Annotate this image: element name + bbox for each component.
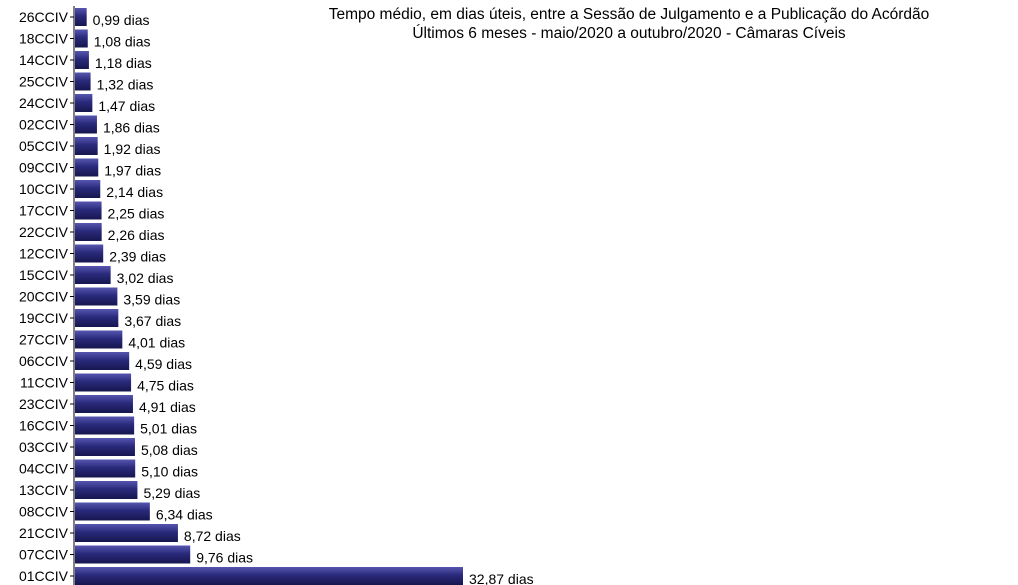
bar [75,330,123,349]
data-label: 0,99 dias [93,12,150,28]
category-label: 20CCIV [19,289,69,305]
data-label: 1,08 dias [94,34,151,50]
bar [75,352,130,370]
category-label: 22CCIV [19,224,69,240]
category-label: 04CCIV [19,461,69,477]
bar [75,180,101,198]
data-label: 5,08 dias [141,442,198,458]
category-label: 07CCIV [19,547,69,563]
category-label: 26CCIV [19,9,69,25]
bar [75,244,104,263]
category-label: 21CCIV [19,525,69,541]
category-label: 03CCIV [19,439,69,455]
data-label: 9,76 dias [196,550,253,566]
bar [75,438,135,456]
category-label: 18CCIV [19,31,69,47]
chart-subtitle: Últimos 6 meses - maio/2020 a outubro/20… [412,25,846,42]
category-label: 01CCIV [19,568,69,584]
category-label: 11CCIV [20,375,69,391]
bar [75,201,102,220]
data-label: 2,25 dias [108,206,165,222]
data-label: 4,01 dias [128,335,185,351]
bar [75,266,111,284]
bar [75,416,135,435]
category-label: 09CCIV [19,160,69,176]
bar [75,72,91,91]
bar [75,115,97,134]
data-label: 3,02 dias [117,270,174,286]
category-label: 06CCIV [19,353,69,369]
category-label: 19CCIV [19,310,69,326]
category-label: 23CCIV [19,396,69,412]
bar [75,51,89,69]
data-label: 6,34 dias [156,507,213,523]
data-label: 5,10 dias [141,464,198,480]
bar [75,373,132,392]
data-label: 1,18 dias [95,55,152,71]
category-label: 14CCIV [19,52,69,68]
data-label: 1,32 dias [97,77,154,93]
bar [75,545,191,564]
bar [75,8,87,26]
data-label: 4,75 dias [137,378,194,394]
bar [75,502,150,521]
category-label: 16CCIV [19,418,69,434]
data-label: 5,01 dias [140,421,197,437]
data-label: 1,97 dias [104,163,161,179]
category-label: 13CCIV [19,482,69,498]
category-label: 12CCIV [19,246,69,262]
data-label: 2,26 dias [108,227,165,243]
category-label: 05CCIV [19,138,69,154]
category-label: 25CCIV [19,74,69,90]
category-label: 24CCIV [19,95,69,111]
data-label: 5,29 dias [143,485,200,501]
data-label: 2,14 dias [106,184,163,200]
bar [75,309,119,327]
category-label: 10CCIV [19,181,69,197]
bar [75,524,178,542]
category-label: 17CCIV [19,203,69,219]
category-label: 27CCIV [19,332,69,348]
data-label: 1,86 dias [103,120,160,136]
bar [75,158,99,177]
data-label: 3,67 dias [124,313,181,329]
bar [75,287,118,306]
data-label: 1,92 dias [104,141,161,157]
data-label: 3,59 dias [123,292,180,308]
category-label: 08CCIV [19,504,69,520]
bar [75,29,88,48]
data-label: 2,39 dias [109,249,166,265]
bar [75,395,133,413]
category-label: 15CCIV [19,267,69,283]
chart-title: Tempo médio, em dias úteis, entre a Sess… [328,6,930,23]
bar [75,94,93,112]
data-label: 1,47 dias [98,98,155,114]
bar [75,567,463,585]
bar [75,459,136,478]
data-label: 32,87 dias [469,571,534,585]
bar [75,137,98,155]
bar [75,481,138,499]
data-label: 4,59 dias [135,356,192,372]
bar [75,223,102,241]
category-label: 02CCIV [19,117,69,133]
data-label: 8,72 dias [184,528,241,544]
data-label: 4,91 dias [139,399,196,415]
